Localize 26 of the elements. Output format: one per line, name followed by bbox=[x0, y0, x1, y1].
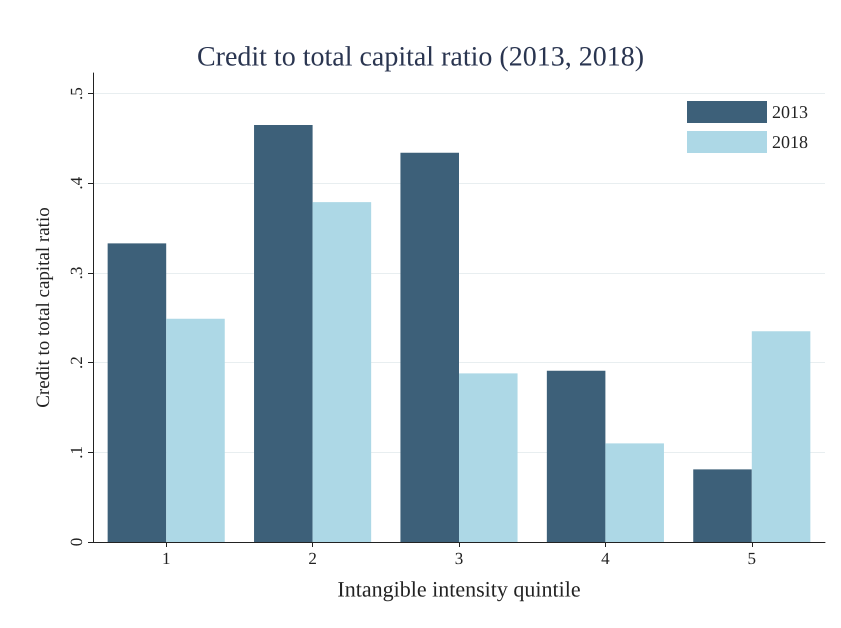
bar bbox=[693, 469, 752, 542]
bar bbox=[254, 125, 313, 542]
bar bbox=[459, 373, 518, 542]
x-tick-label: 4 bbox=[601, 549, 610, 568]
legend-label: 2018 bbox=[772, 132, 808, 152]
bar bbox=[752, 331, 810, 542]
chart-title: Credit to total capital ratio (2013, 2018) bbox=[196, 42, 644, 72]
x-axis-title: Intangible intensity quintile bbox=[337, 576, 581, 602]
bar bbox=[400, 152, 459, 542]
y-tick-label: .3 bbox=[67, 266, 86, 280]
x-tick-label: 1 bbox=[162, 549, 170, 568]
legend-label: 2013 bbox=[772, 102, 808, 122]
bar bbox=[546, 370, 606, 542]
bar bbox=[166, 318, 225, 542]
bar bbox=[108, 243, 166, 542]
bar bbox=[312, 202, 372, 542]
y-tick-label: .2 bbox=[67, 356, 86, 370]
bar bbox=[605, 443, 664, 542]
y-tick-label: 0 bbox=[67, 538, 86, 546]
y-axis-title: Credit to total capital ratio bbox=[33, 207, 54, 408]
x-tick-label: 5 bbox=[748, 549, 756, 568]
y-tick-label: .5 bbox=[67, 87, 86, 100]
y-tick-label: .1 bbox=[67, 446, 86, 459]
y-tick-label: .4 bbox=[67, 176, 86, 190]
x-tick-label: 2 bbox=[308, 549, 317, 568]
x-tick-label: 3 bbox=[454, 549, 464, 568]
